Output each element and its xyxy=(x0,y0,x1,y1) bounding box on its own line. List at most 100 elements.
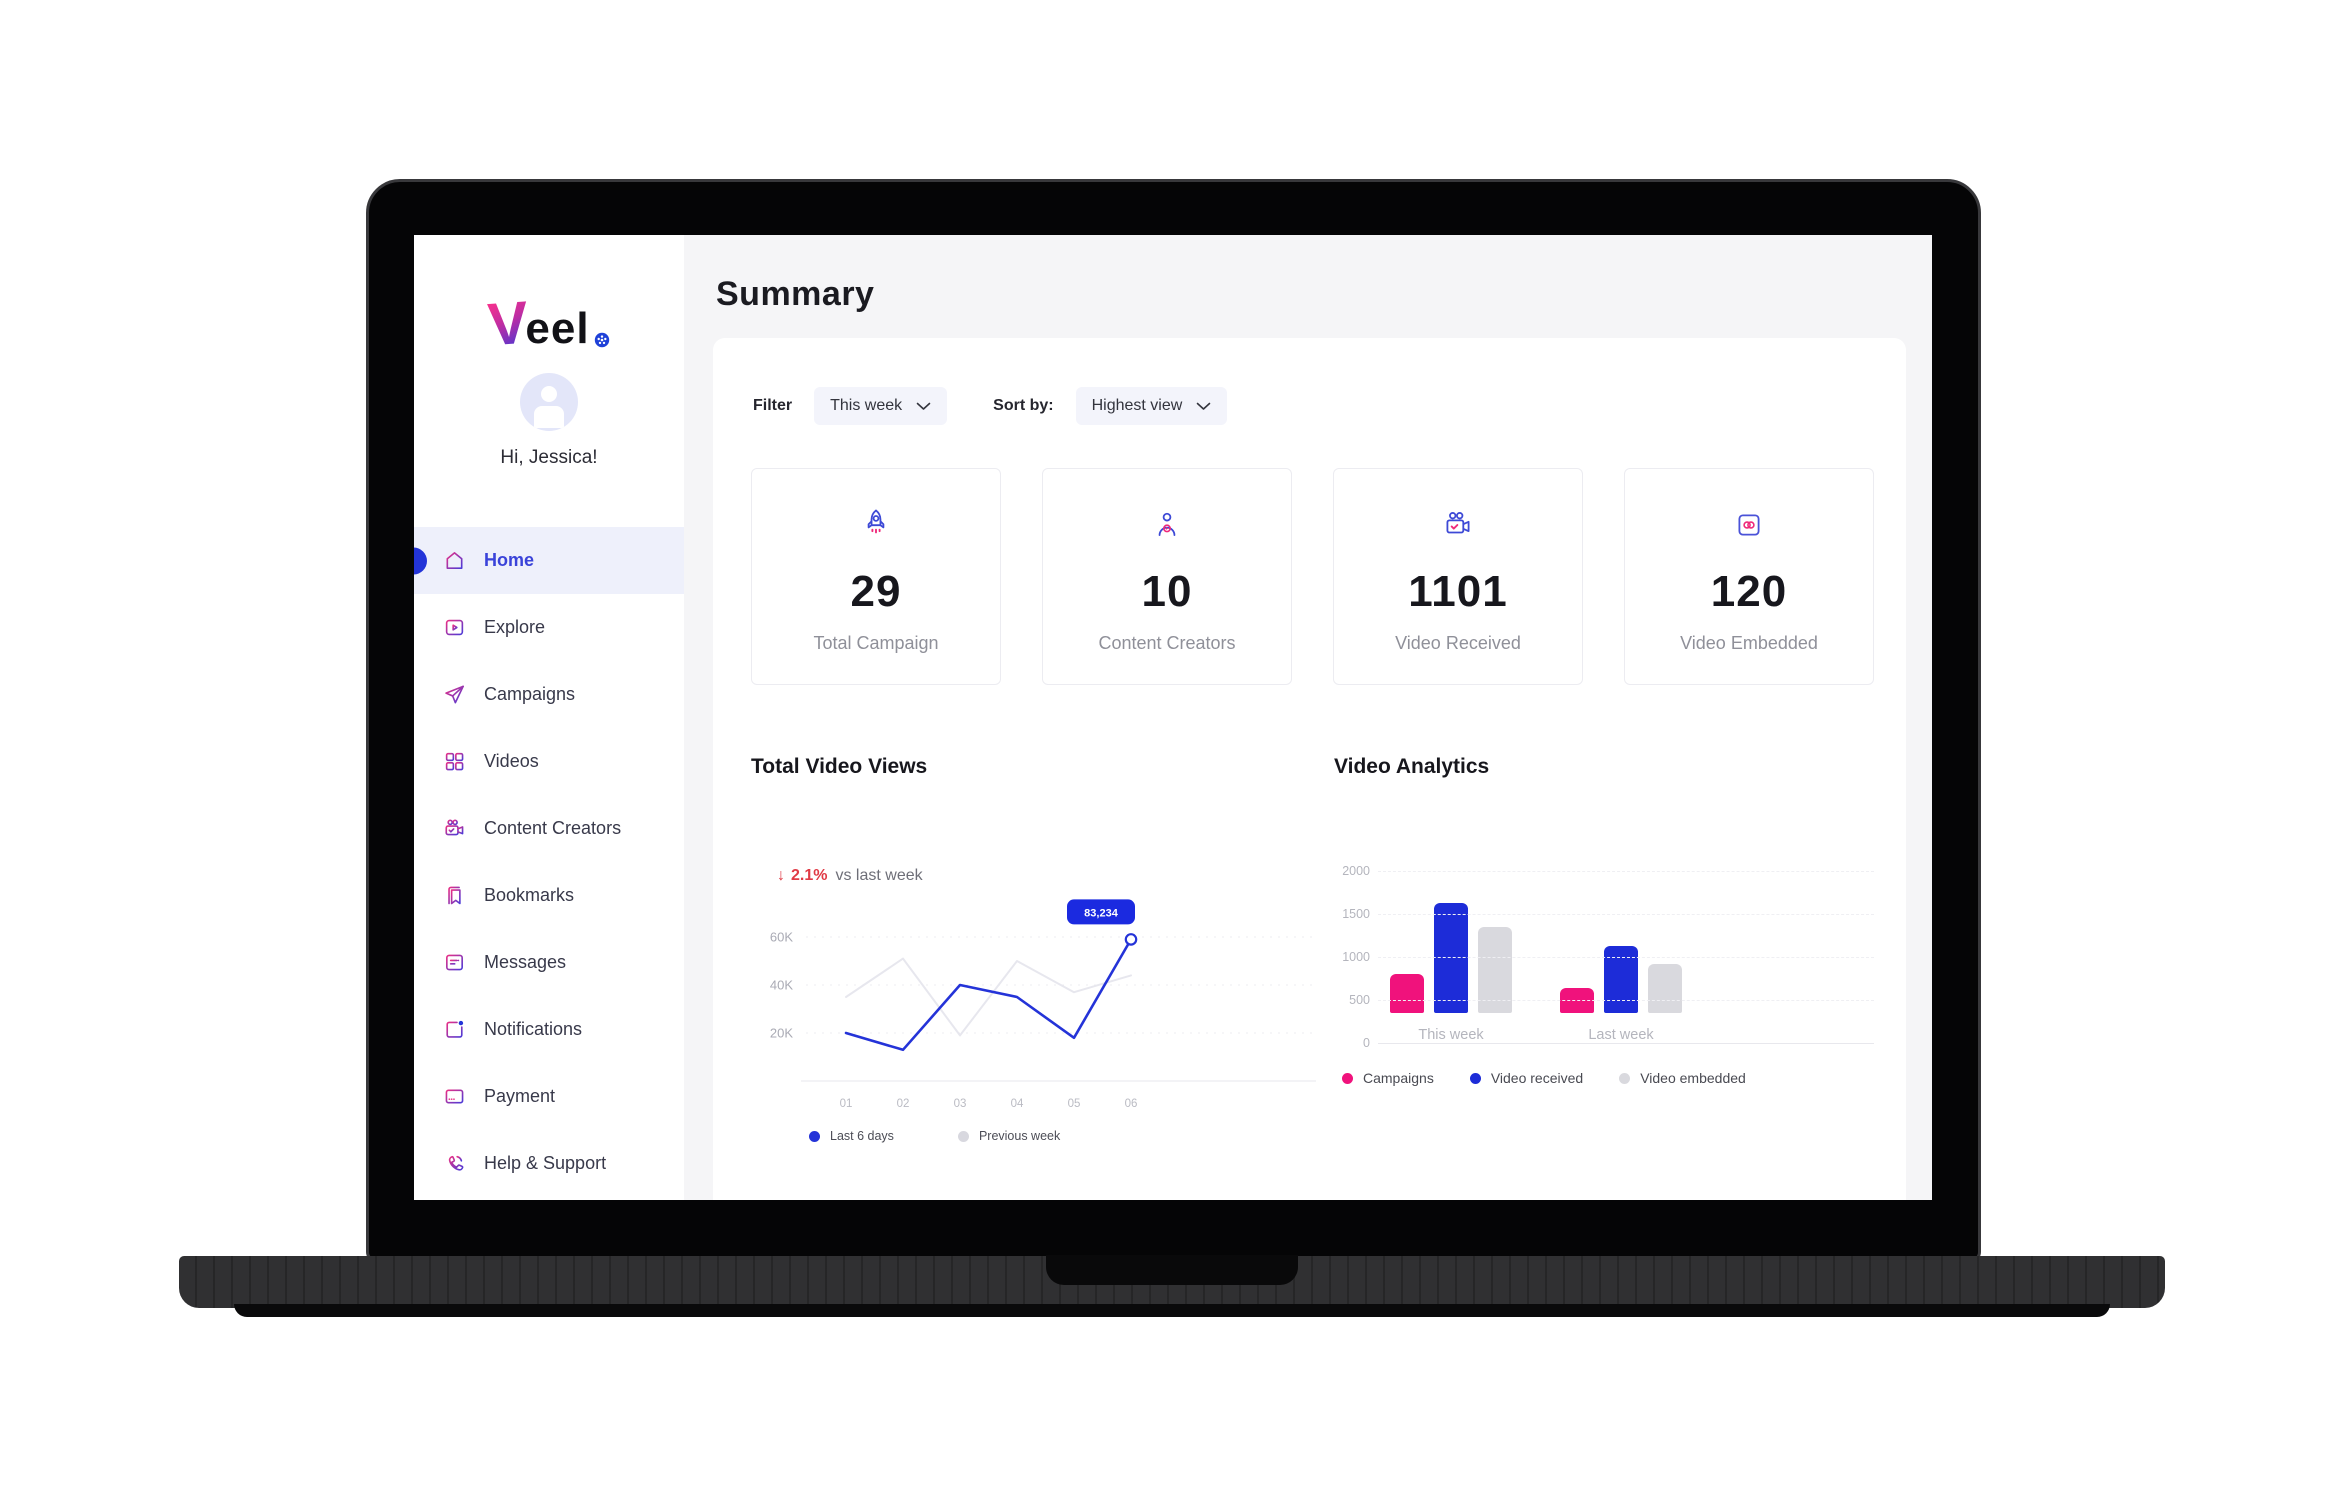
videos-icon xyxy=(442,750,466,774)
stat-card-total-campaign: 29 Total Campaign xyxy=(751,468,1001,685)
legend-dot xyxy=(1342,1072,1353,1084)
content-creators-icon xyxy=(442,817,466,841)
sidebar-item-videos[interactable]: Videos xyxy=(414,728,684,795)
laptop-base xyxy=(179,1255,2165,1317)
sidebar-item-label: Videos xyxy=(484,751,539,771)
stat-card-video-received: 1101 Video Received xyxy=(1333,468,1583,685)
sidebar-item-label: Home xyxy=(484,550,535,570)
svg-text:20K: 20K xyxy=(770,1026,793,1041)
bar-group-label: This week xyxy=(1418,1027,1484,1043)
arrow-down-icon: ↓ xyxy=(777,867,785,884)
filter-dropdown[interactable]: This week xyxy=(814,387,948,425)
stat-value: 29 xyxy=(850,567,902,616)
sidebar-item-label: Campaigns xyxy=(484,684,576,704)
stat-value: 120 xyxy=(1710,567,1788,616)
film-reel-icon xyxy=(594,332,609,348)
sidebar-item-notifications[interactable]: Notifications xyxy=(414,996,684,1063)
filter-row: Filter This week Sort by: Highest view xyxy=(713,338,1906,425)
bar-chart-legend: Campaigns Video received Video embedded xyxy=(1342,1070,1874,1086)
sidebar-item-campaigns[interactable]: Campaigns xyxy=(414,661,684,728)
delta-row: ↓ 2.1% vs last week xyxy=(777,867,1329,885)
explore-icon xyxy=(442,616,466,640)
sidebar-item-label: Content Creators xyxy=(484,818,622,838)
sidebar-item-label: Help & Support xyxy=(484,1153,607,1173)
sidebar-item-content-creators[interactable]: Content Creators xyxy=(414,795,684,862)
laptop-notch xyxy=(1046,1255,1298,1285)
logo-v-glyph: V xyxy=(486,288,531,359)
video-embedded-icon xyxy=(1733,507,1765,543)
sidebar-nav: Home Explore Campaigns Videos Content Creato… xyxy=(414,527,684,1197)
home-icon xyxy=(442,549,466,573)
bar-video-embedded xyxy=(1478,927,1512,1013)
sidebar-item-label: Explore xyxy=(484,617,546,637)
stat-cards-row: 29 Total Campaign 10 Content Creators 1101 Vi… xyxy=(751,468,1906,685)
sidebar-item-label: Notifications xyxy=(484,1019,583,1039)
video-received-icon xyxy=(1440,507,1476,543)
sort-dropdown[interactable]: Highest view xyxy=(1075,387,1228,425)
sort-by-label: Sort by: xyxy=(993,397,1054,414)
filter-label: Filter xyxy=(753,397,793,414)
legend-dot xyxy=(809,1130,820,1142)
stat-value: 1101 xyxy=(1408,567,1508,616)
sidebar-item-explore[interactable]: Explore xyxy=(414,594,684,661)
laptop-base-edge xyxy=(234,1304,2110,1317)
delta-value: 2.1% xyxy=(791,867,828,884)
bar-chart-y-axis: 0 500 1000 1500 2000 xyxy=(1342,864,1370,1050)
stat-card-content-creators: 10 Content Creators xyxy=(1042,468,1292,685)
delta-suffix: vs last week xyxy=(835,867,923,884)
legend-dot xyxy=(1469,1072,1481,1084)
stat-value: 10 xyxy=(1141,567,1193,616)
messages-icon xyxy=(442,951,466,975)
payment-icon xyxy=(442,1085,466,1109)
sidebar-item-label: Messages xyxy=(484,952,567,972)
bar-group-label: Last week xyxy=(1588,1027,1654,1043)
greeting-text: Hi, Jessica! xyxy=(500,447,598,468)
svg-text:01: 01 xyxy=(840,1098,853,1110)
legend-item: Last 6 days xyxy=(809,1129,894,1143)
help-support-icon xyxy=(442,1152,466,1176)
summary-panel: Filter This week Sort by: Highest view 2… xyxy=(713,338,1906,1200)
bar-chart-title: Video Analytics xyxy=(1334,755,1490,778)
bar-campaigns xyxy=(1390,974,1424,1013)
sidebar-item-bookmarks[interactable]: Bookmarks xyxy=(414,862,684,929)
charts-row: Total Video Views ↓ 2.1% vs last week 20… xyxy=(751,755,1906,1143)
bar-video-embedded xyxy=(1648,964,1682,1013)
sidebar-item-payment[interactable]: Payment xyxy=(414,1063,684,1130)
sidebar-item-help-support[interactable]: Help & Support xyxy=(414,1130,684,1197)
legend-item: Video embedded xyxy=(1619,1070,1746,1086)
legend-item: Previous week xyxy=(957,1129,1060,1143)
svg-text:06: 06 xyxy=(1125,1098,1138,1110)
bar-group-this-week: This week xyxy=(1390,841,1512,1043)
page-title: Summary xyxy=(716,275,875,313)
sidebar-item-home[interactable]: Home xyxy=(414,527,684,594)
bookmarks-icon xyxy=(442,884,466,908)
chevron-down-icon xyxy=(916,402,931,410)
video-analytics-chart: Video Analytics 0 500 1000 1500 2000 This we… xyxy=(1334,755,1874,1143)
svg-text:83,234: 83,234 xyxy=(1084,907,1119,919)
svg-text:03: 03 xyxy=(954,1098,967,1110)
rocket-icon xyxy=(860,507,892,543)
stat-label: Video Embedded xyxy=(1680,633,1818,653)
stat-label: Total Campaign xyxy=(813,633,939,653)
line-chart-title: Total Video Views xyxy=(751,755,928,778)
avatar[interactable] xyxy=(520,373,578,431)
stat-label: Content Creators xyxy=(1098,633,1236,653)
sidebar-item-label: Payment xyxy=(484,1086,556,1106)
svg-text:02: 02 xyxy=(897,1098,910,1110)
legend-item: Video received xyxy=(1469,1070,1583,1086)
main-area: Summary Filter This week Sort by: Highes… xyxy=(684,235,1932,1200)
bar-chart-plot: 0 500 1000 1500 2000 This week Last week Camp… xyxy=(1334,864,1874,1086)
line-chart-plot: 20K 40K 60K 01 02 03 04 05 06 83,234 xyxy=(770,899,1316,1110)
chevron-down-icon xyxy=(1197,402,1211,410)
sort-dropdown-value: Highest view xyxy=(1091,397,1183,414)
campaigns-icon xyxy=(442,683,466,707)
legend-dot xyxy=(957,1130,969,1142)
bar-chart-area: This week Last week xyxy=(1378,871,1874,1044)
svg-text:05: 05 xyxy=(1068,1098,1081,1110)
sidebar-item-messages[interactable]: Messages xyxy=(414,929,684,996)
